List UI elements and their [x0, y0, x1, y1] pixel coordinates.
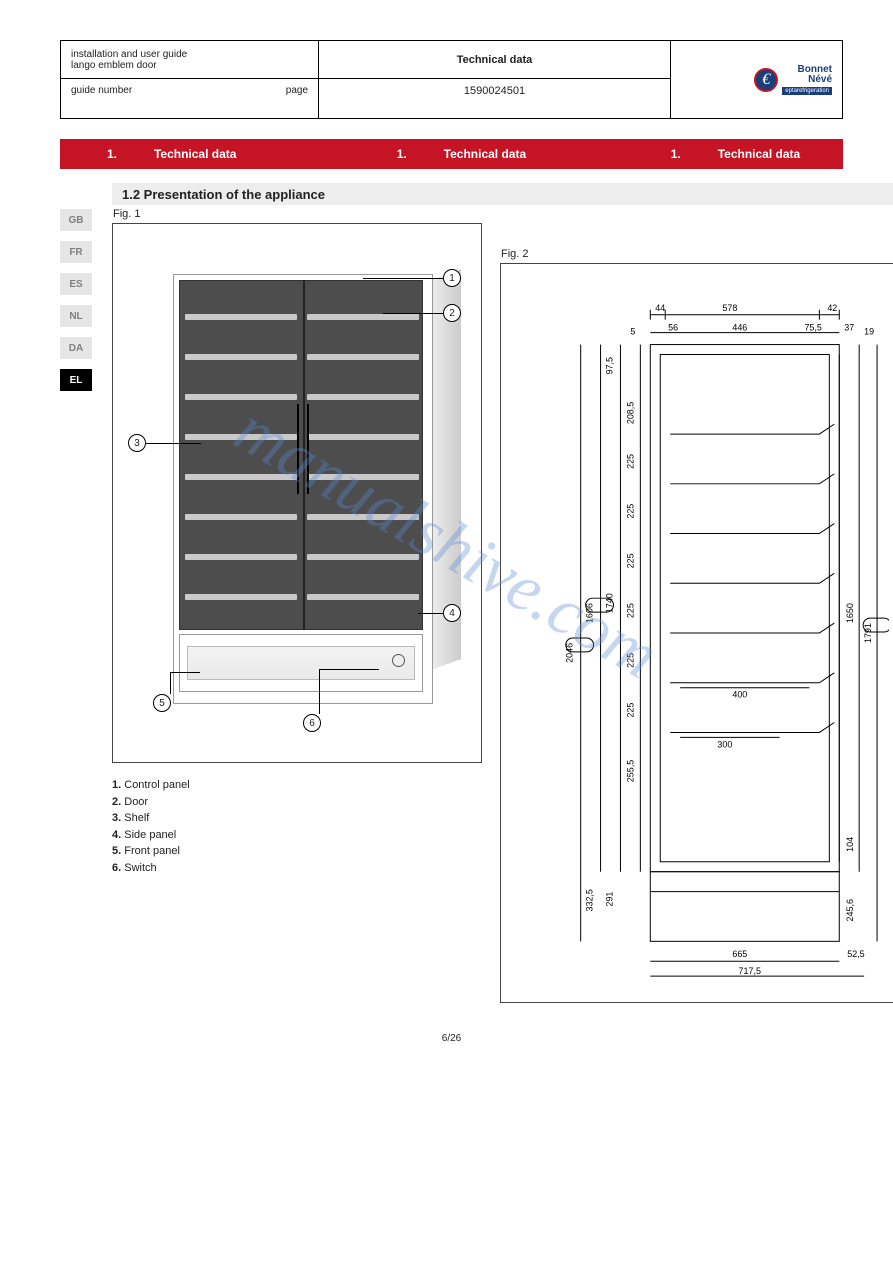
header-table: installation and user guide lango emblem… — [60, 40, 843, 119]
header-section: Technical data — [319, 41, 671, 79]
section-title: 1.2 Presentation of the appliance — [112, 183, 893, 205]
callout-1: 1 — [443, 269, 461, 287]
callout-5: 5 — [153, 694, 171, 712]
callout-3: 3 — [128, 434, 146, 452]
dim-300: 300 — [717, 739, 732, 749]
technical-drawing: 44 578 42 5 56 446 75,5 37 19 — [521, 284, 889, 982]
dim-1650: 1650 — [845, 603, 855, 623]
logo-brand2: Névé — [782, 75, 832, 85]
legend-4-num: 4. — [112, 829, 121, 841]
lang-tab-gb[interactable]: GB — [60, 209, 92, 231]
shelves — [670, 424, 834, 732]
dim-2555: 255,5 — [625, 760, 635, 782]
redbar-num-1: 1. — [107, 147, 117, 161]
dim-225f: 225 — [625, 703, 635, 718]
legend-1-txt: Control panel — [124, 779, 189, 791]
legend-3-txt: Shelf — [124, 812, 149, 824]
legend-2-num: 2. — [112, 796, 121, 808]
legend-6-num: 6. — [112, 862, 121, 874]
bonnet-neve-logo: € Bonnet Névé eptarefrigeration — [754, 65, 832, 95]
dim-755: 75,5 — [804, 323, 821, 333]
legend-5-num: 5. — [112, 845, 121, 857]
logo-brand1: Bonnet — [782, 65, 832, 75]
chapter-red-bar: 1. Technical data 1. Technical data 1. T… — [60, 139, 843, 169]
redbar-txt-3: Technical data — [718, 147, 800, 161]
dim-1791: 1791 — [863, 623, 873, 643]
legend-5-txt: Front panel — [124, 845, 180, 857]
legend-4-txt: Side panel — [124, 829, 176, 841]
language-sidebar: GB FR ES NL DA EL — [60, 209, 92, 1003]
legend-6-txt: Switch — [124, 862, 156, 874]
dim-225a: 225 — [625, 454, 635, 469]
dim-446: 446 — [732, 323, 747, 333]
lang-tab-da[interactable]: DA — [60, 337, 92, 359]
dim-37: 37 — [844, 323, 854, 333]
header-logo-cell: € Bonnet Névé eptarefrigeration — [670, 41, 842, 119]
header-guide-labels: guide number page — [61, 79, 319, 119]
dim-2085: 208,5 — [625, 402, 635, 424]
dim-104: 104 — [845, 837, 855, 852]
figure-1-box: Fig. 1 — [112, 223, 482, 763]
dim-19: 19 — [864, 327, 874, 337]
redbar-txt-2: Technical data — [444, 147, 526, 161]
dim-225b: 225 — [625, 504, 635, 519]
fig1-legend: 1. Control panel 2. Door 3. Shelf 4. Sid… — [112, 777, 482, 876]
figure-2-box: Fig. 2 — [500, 263, 893, 1003]
fig1-label: Fig. 1 — [113, 208, 141, 220]
fridge-illustration — [173, 274, 433, 704]
dim-578: 578 — [722, 303, 737, 313]
guide-number-value: 1590024501 — [319, 79, 671, 119]
dim-5: 5 — [630, 327, 635, 337]
redbar-num-2: 1. — [397, 147, 407, 161]
dim-225d: 225 — [625, 603, 635, 618]
callout-2: 2 — [443, 304, 461, 322]
dim-3325: 332,5 — [585, 889, 595, 911]
dim-975: 97,5 — [605, 357, 615, 374]
dim-225c: 225 — [625, 553, 635, 568]
dim-225e: 225 — [625, 653, 635, 668]
dim-665: 665 — [732, 949, 747, 959]
legend-3-num: 3. — [112, 812, 121, 824]
logo-e-icon: € — [754, 68, 778, 92]
callout-4: 4 — [443, 604, 461, 622]
hdr-line1: installation and user guide — [71, 49, 308, 60]
callout-6: 6 — [303, 714, 321, 732]
dim-7175: 717,5 — [739, 966, 761, 976]
lang-tab-nl[interactable]: NL — [60, 305, 92, 327]
dim-291: 291 — [605, 892, 615, 907]
redbar-txt-1: Technical data — [154, 147, 236, 161]
dim-56: 56 — [668, 323, 678, 333]
legend-2-txt: Door — [124, 796, 148, 808]
dim-2456: 245,6 — [845, 899, 855, 921]
dim-525: 52,5 — [847, 949, 864, 959]
page-number-footer: 6/26 — [60, 1033, 843, 1044]
guide-number-label: guide number — [71, 85, 132, 96]
lang-tab-el[interactable]: EL — [60, 369, 92, 391]
page-label: page — [286, 85, 308, 96]
header-doc-title: installation and user guide lango emblem… — [61, 41, 319, 79]
lang-tab-fr[interactable]: FR — [60, 241, 92, 263]
fig2-label: Fig. 2 — [501, 248, 529, 260]
dim-42: 42 — [827, 303, 837, 313]
hdr-line2: lango emblem door — [71, 60, 308, 71]
dim-44: 44 — [655, 303, 665, 313]
legend-1-num: 1. — [112, 779, 121, 791]
redbar-num-3: 1. — [671, 147, 681, 161]
dim-400: 400 — [732, 690, 747, 700]
logo-sub: eptarefrigeration — [782, 87, 832, 95]
lang-tab-es[interactable]: ES — [60, 273, 92, 295]
dim-1740: 1740 — [605, 593, 615, 613]
